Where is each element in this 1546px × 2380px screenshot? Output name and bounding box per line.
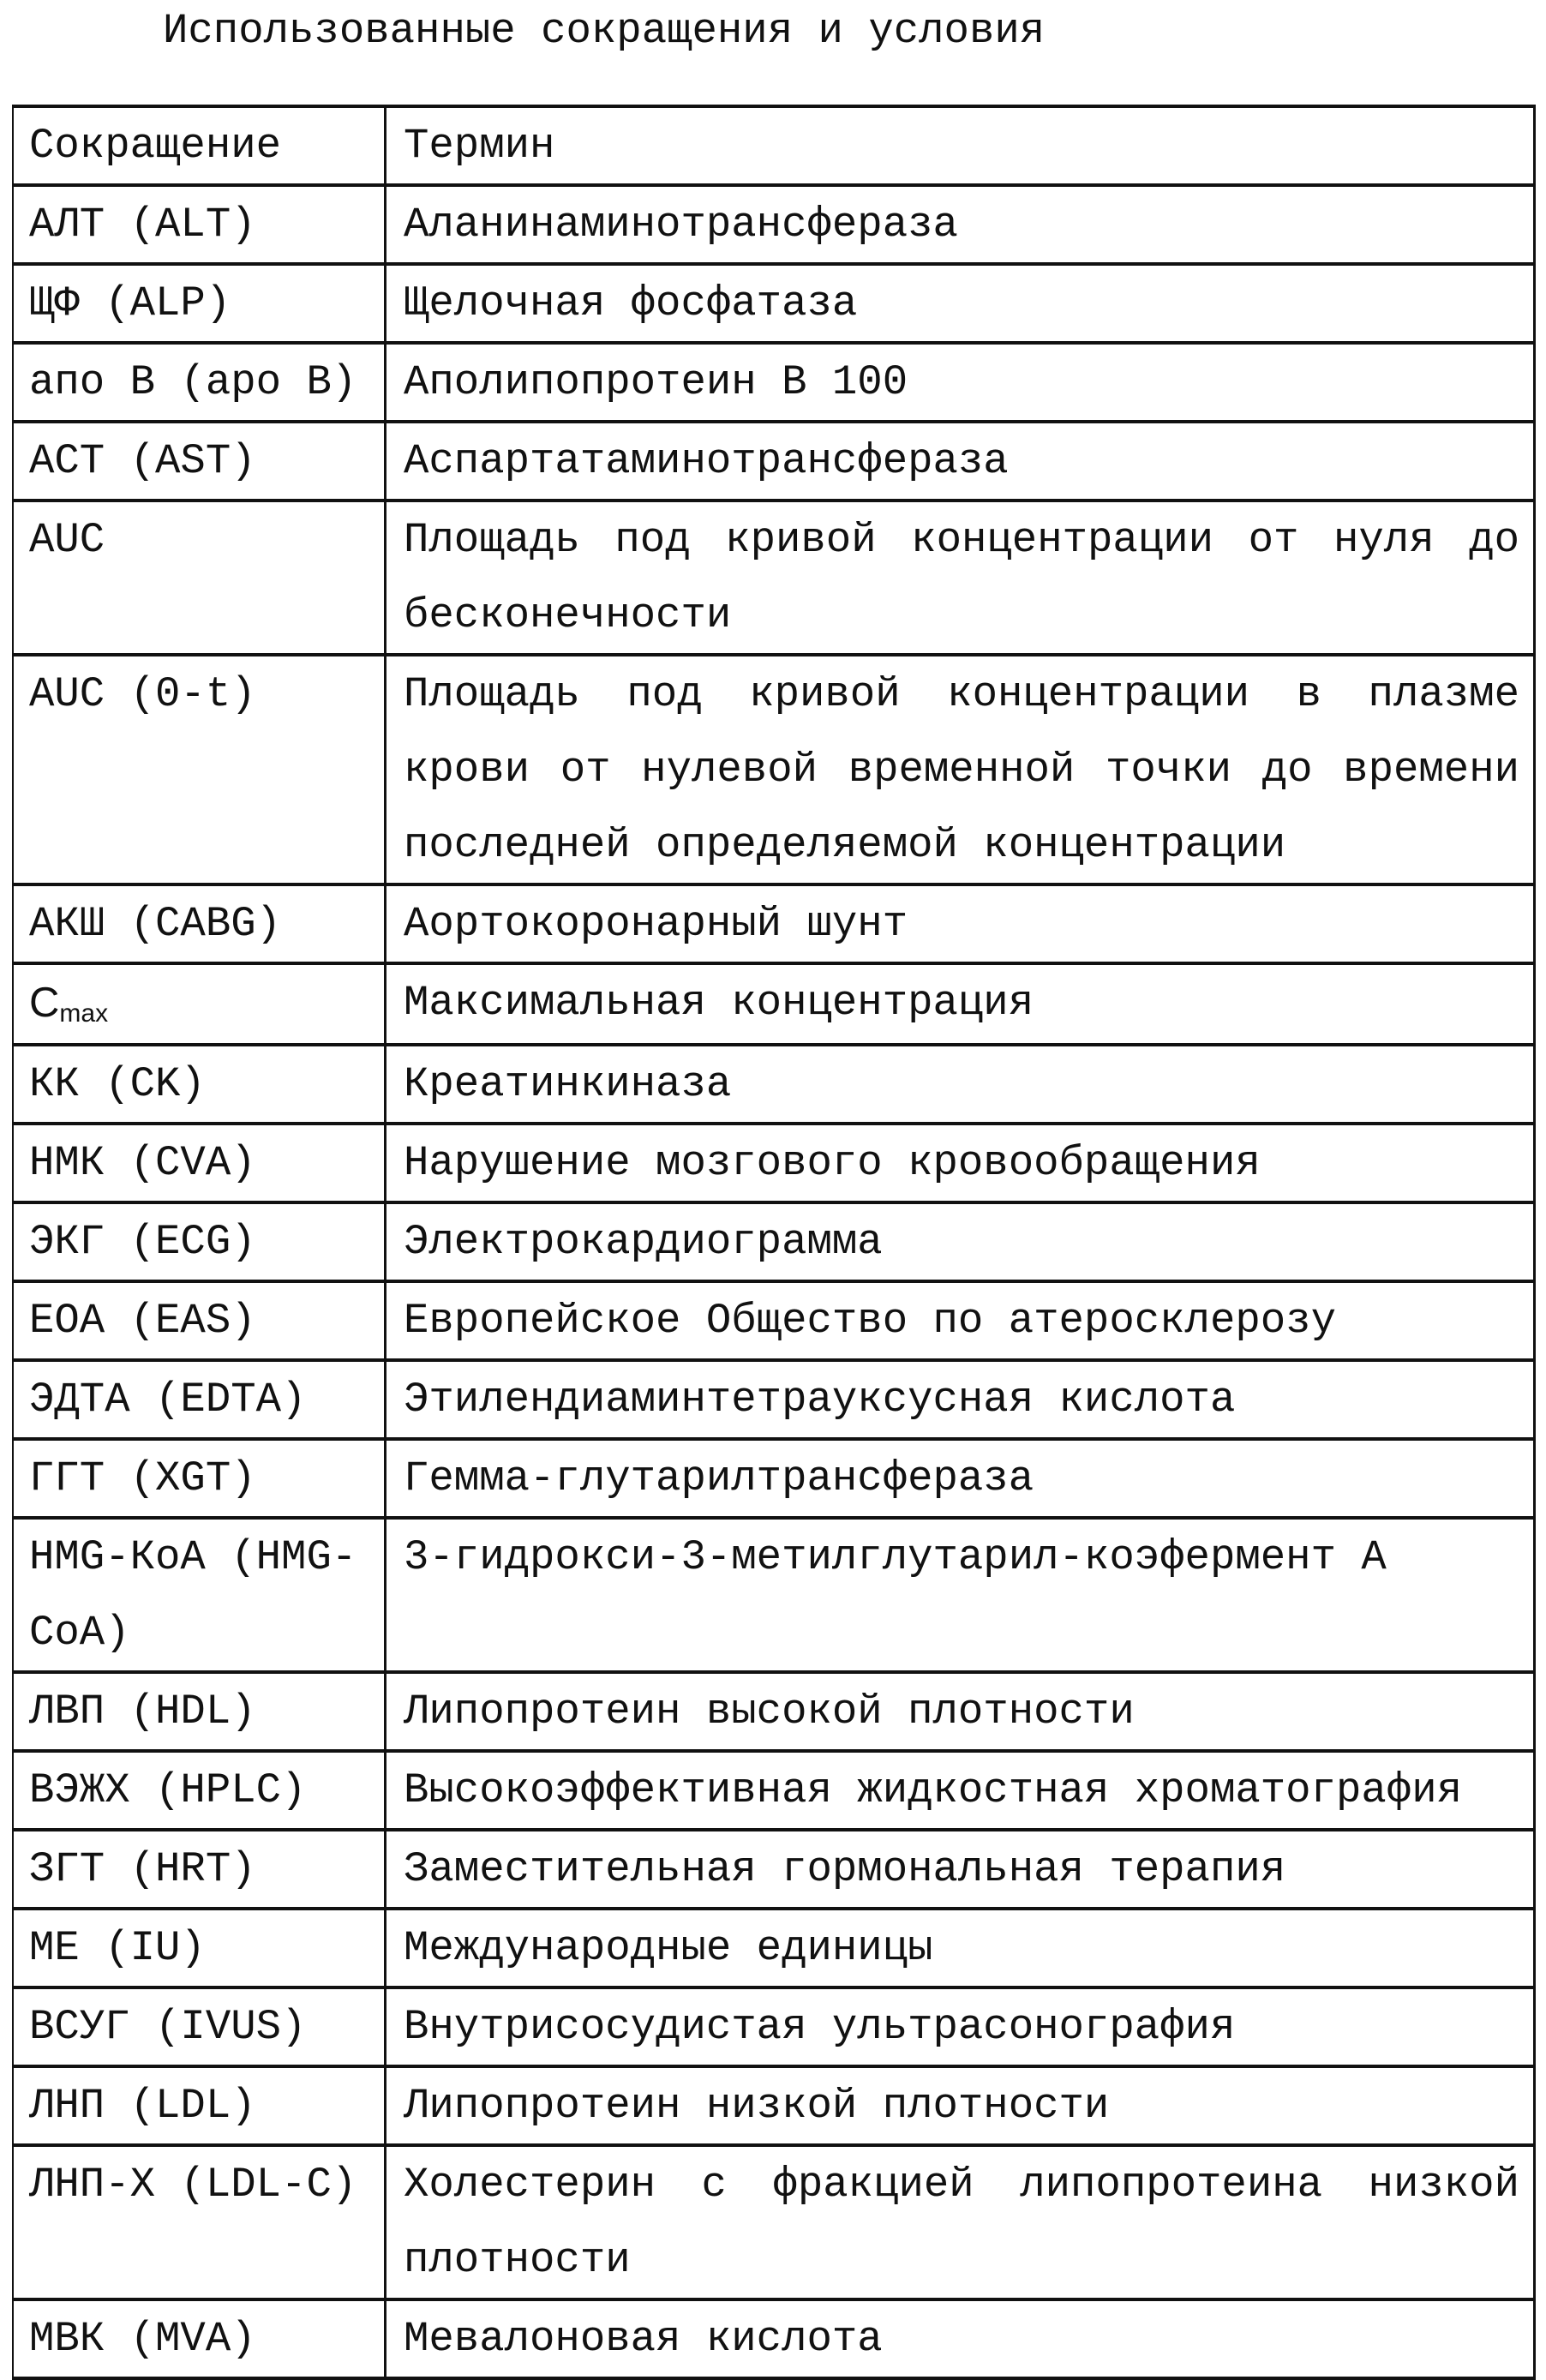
term-cell: Аортокоронарный шунт bbox=[386, 884, 1535, 963]
table-row: ЭДТА (EDTA)Этилендиаминтетрауксусная кис… bbox=[13, 1360, 1535, 1439]
table-row: ЗГТ (HRT)Заместительная гормональная тер… bbox=[13, 1830, 1535, 1909]
abbreviation-main: C bbox=[29, 980, 59, 1026]
table-row: ЩФ (ALP)Щелочная фосфатаза bbox=[13, 264, 1535, 343]
abbreviation-cell: ВСУГ (IVUS) bbox=[13, 1987, 386, 2066]
term-cell: Электрокардиограмма bbox=[386, 1202, 1535, 1281]
abbreviation-cell: ЩФ (ALP) bbox=[13, 264, 386, 343]
table-row: АКШ (CABG)Аортокоронарный шунт bbox=[13, 884, 1535, 963]
abbreviation-cell: ВЭЖХ (HPLC) bbox=[13, 1751, 386, 1830]
term-cell: Внутрисосудистая ультрасонография bbox=[386, 1987, 1535, 2066]
table-row: CmaxМаксимальная концентрация bbox=[13, 963, 1535, 1045]
abbreviation-cell: AUC (0-t) bbox=[13, 655, 386, 884]
term-cell: Холестерин с фракцией липопротеина низко… bbox=[386, 2145, 1535, 2299]
term-cell: Гемма-глутарилтрансфераза bbox=[386, 1439, 1535, 1518]
abbreviation-cell: ЛНП (LDL) bbox=[13, 2066, 386, 2145]
table-row: АЛТ (ALT)Аланинаминотрансфераза bbox=[13, 185, 1535, 264]
term-cell: Площадь под кривой концентрации от нуля … bbox=[386, 501, 1535, 655]
abbreviation-cell: ЛВП (HDL) bbox=[13, 1672, 386, 1751]
table-row: ЛНП-Х (LDL-C)Холестерин с фракцией липоп… bbox=[13, 2145, 1535, 2299]
table-row: ВЭЖХ (HPLC)Высокоэффективная жидкостная … bbox=[13, 1751, 1535, 1830]
abbreviation-cell: ЭКГ (ECG) bbox=[13, 1202, 386, 1281]
term-cell: Высокоэффективная жидкостная хроматограф… bbox=[386, 1751, 1535, 1830]
term-cell: Аполипопротеин B 100 bbox=[386, 343, 1535, 422]
table-row: AUC (0-t)Площадь под кривой концентрации… bbox=[13, 655, 1535, 884]
term-cell: Липопротеин низкой плотности bbox=[386, 2066, 1535, 2145]
term-cell: Максимальная концентрация bbox=[386, 963, 1535, 1045]
table-row: ЭКГ (ECG)Электрокардиограмма bbox=[13, 1202, 1535, 1281]
term-cell: Мевалоновая кислота bbox=[386, 2299, 1535, 2378]
table-row: АСТ (AST)Аспартатаминотрансфераза bbox=[13, 422, 1535, 501]
abbreviation-cell: Cmax bbox=[13, 963, 386, 1045]
abbreviation-cell: ЗГТ (HRT) bbox=[13, 1830, 386, 1909]
term-cell: Площадь под кривой концентрации в плазме… bbox=[386, 655, 1535, 884]
term-cell: Щелочная фосфатаза bbox=[386, 264, 1535, 343]
abbreviation-cell: апо B (apo B) bbox=[13, 343, 386, 422]
abbreviation-cell: ЕОА (EAS) bbox=[13, 1281, 386, 1360]
abbreviation-cell: КК (CK) bbox=[13, 1045, 386, 1124]
table-row: AUCПлощадь под кривой концентрации от ну… bbox=[13, 501, 1535, 655]
abbreviation-cell: ЭДТА (EDTA) bbox=[13, 1360, 386, 1439]
abbreviation-cell: АСТ (AST) bbox=[13, 422, 386, 501]
term-cell: Креатинкиназа bbox=[386, 1045, 1535, 1124]
term-cell: Аспартатаминотрансфераза bbox=[386, 422, 1535, 501]
term-cell: Аланинаминотрансфераза bbox=[386, 185, 1535, 264]
abbreviation-cell: AUC bbox=[13, 501, 386, 655]
abbreviations-table: Сокращение Термин АЛТ (ALT)Аланинаминотр… bbox=[12, 105, 1536, 2380]
header-term: Термин bbox=[386, 106, 1535, 185]
term-cell: Европейское Общество по атеросклерозу bbox=[386, 1281, 1535, 1360]
table-row: МВК (MVA)Мевалоновая кислота bbox=[13, 2299, 1535, 2378]
table-row: КК (CK)Креатинкиназа bbox=[13, 1045, 1535, 1124]
abbreviation-cell: ЛНП-Х (LDL-C) bbox=[13, 2145, 386, 2299]
table-row: апо B (apo B)Аполипопротеин B 100 bbox=[13, 343, 1535, 422]
abbreviation-cell: МВК (MVA) bbox=[13, 2299, 386, 2378]
term-cell: Нарушение мозгового кровообращения bbox=[386, 1124, 1535, 1202]
term-cell: Международные единицы bbox=[386, 1909, 1535, 1987]
abbreviation-cell: HMG-КоА (HMG-CoA) bbox=[13, 1518, 386, 1672]
table-row: ЛНП (LDL)Липопротеин низкой плотности bbox=[13, 2066, 1535, 2145]
table-row: МЕ (IU)Международные единицы bbox=[13, 1909, 1535, 1987]
term-cell: Этилендиаминтетрауксусная кислота bbox=[386, 1360, 1535, 1439]
abbreviation-cell: АЛТ (ALT) bbox=[13, 185, 386, 264]
abbreviation-cell: МЕ (IU) bbox=[13, 1909, 386, 1987]
table-row: ВСУГ (IVUS)Внутрисосудистая ультрасоногр… bbox=[13, 1987, 1535, 2066]
table-row: HMG-КоА (HMG-CoA)3-гидрокси-3-метилглута… bbox=[13, 1518, 1535, 1672]
term-cell: 3-гидрокси-3-метилглутарил-коэфермент A bbox=[386, 1518, 1535, 1672]
abbreviation-cell: АКШ (CABG) bbox=[13, 884, 386, 963]
abbreviation-cell: ГГТ (XGT) bbox=[13, 1439, 386, 1518]
abbreviation-subscript: max bbox=[59, 999, 108, 1028]
abbreviation-cell: НМК (CVA) bbox=[13, 1124, 386, 1202]
table-row: ГГТ (XGT)Гемма-глутарилтрансфераза bbox=[13, 1439, 1535, 1518]
term-cell: Липопротеин высокой плотности bbox=[386, 1672, 1535, 1751]
table-row: ЕОА (EAS)Европейское Общество по атероск… bbox=[13, 1281, 1535, 1360]
table-row: ЛВП (HDL)Липопротеин высокой плотности bbox=[13, 1672, 1535, 1751]
term-cell: Заместительная гормональная терапия bbox=[386, 1830, 1535, 1909]
table-header-row: Сокращение Термин bbox=[13, 106, 1535, 185]
header-abbreviation: Сокращение bbox=[13, 106, 386, 185]
page-title: Использованные сокращения и условия bbox=[163, 5, 1045, 57]
table-row: НМК (CVA)Нарушение мозгового кровообраще… bbox=[13, 1124, 1535, 1202]
